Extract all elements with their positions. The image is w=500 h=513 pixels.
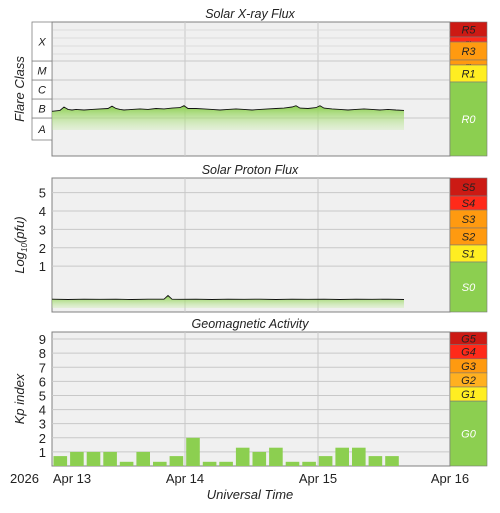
kp-bar <box>70 451 84 466</box>
kp-bar <box>318 456 333 466</box>
time-tick-label: Apr 15 <box>299 471 337 486</box>
time-axis-label: Universal Time <box>207 487 294 502</box>
kp-bar <box>219 461 233 466</box>
xray-flux-fill <box>52 105 404 130</box>
solar-radiation-scale: S5 S4 S3 S2 S1 S0 <box>449 177 488 313</box>
kp-bar <box>302 461 316 466</box>
proton-flux-fill <box>52 295 404 308</box>
kp-gridlines <box>52 332 450 466</box>
kp-bar <box>53 456 68 466</box>
proton-title: Solar Proton Flux <box>202 163 299 177</box>
scale-label: S5 <box>462 182 476 194</box>
scale-label: S2 <box>462 232 475 244</box>
kp-title: Geomagnetic Activity <box>192 317 310 331</box>
time-axis: 2026 Apr 13 Apr 14 Apr 15 Apr 16 Universal … <box>10 471 469 502</box>
scale-label: R3 <box>461 46 476 58</box>
class-label: B <box>38 104 45 116</box>
kp-bar <box>103 451 117 466</box>
y-tick-label: 2 <box>39 431 46 446</box>
scale-band <box>449 81 488 157</box>
scale-label: S0 <box>462 282 476 294</box>
kp-bar <box>202 461 217 466</box>
time-tick-labels: Apr 13 Apr 14 Apr 15 Apr 16 <box>53 471 469 486</box>
kp-bar <box>285 461 300 466</box>
proton-gridlines <box>52 178 450 312</box>
radio-blackout-scale: R5R4R3R2R1R0 <box>449 21 488 157</box>
y-tick-label: 8 <box>39 346 46 361</box>
class-label: X <box>37 37 46 49</box>
scale-band <box>449 261 488 313</box>
year-label: 2026 <box>10 471 39 486</box>
kp-bar <box>186 437 200 466</box>
kp-bar <box>169 456 184 466</box>
kp-bar <box>153 461 167 466</box>
scale-label: R0 <box>461 114 476 126</box>
scale-label: G4 <box>461 347 476 359</box>
xray-title: Solar X-ray Flux <box>205 7 295 21</box>
y-tick-label: 3 <box>39 417 46 432</box>
xray-flux-series <box>51 105 405 130</box>
kp-bar <box>335 447 349 466</box>
xray-ylabel: Flare Class <box>12 56 27 122</box>
proton-ylabel: Log10(pfu) <box>12 216 29 273</box>
y-tick-label: 4 <box>39 204 46 219</box>
y-tick-label: 5 <box>39 388 46 403</box>
kp-bar <box>136 451 150 466</box>
geomagnetic-storm-scale: G5 G4 G3 G2 G1 G0 <box>449 331 488 467</box>
scale-label: G0 <box>461 429 477 441</box>
scale-label: R5 <box>461 25 476 37</box>
y-tick-label: 5 <box>39 186 46 201</box>
y-tick-label: 3 <box>39 222 46 237</box>
y-tick-label: 7 <box>39 360 46 375</box>
kp-bar <box>352 447 366 466</box>
kp-plot-area <box>51 331 451 467</box>
scale-label: G1 <box>461 389 476 401</box>
kp-bar <box>385 456 399 466</box>
xray-flux-line <box>51 105 405 112</box>
y-tick-label: 2 <box>39 241 46 256</box>
scale-label: R1 <box>461 69 475 81</box>
kp-bar <box>119 461 134 466</box>
class-label: M <box>37 66 47 78</box>
scale-label: G3 <box>461 361 477 373</box>
kp-bar <box>252 451 267 466</box>
class-label: A <box>37 124 45 136</box>
scale-label: S1 <box>462 249 475 261</box>
y-tick-label: 1 <box>39 259 46 274</box>
scale-label: S4 <box>462 198 475 210</box>
proton-flux-series <box>51 294 405 308</box>
class-label: C <box>38 85 46 97</box>
kp-ylabel: Kp index <box>12 373 27 424</box>
y-tick-label: 6 <box>39 374 46 389</box>
time-tick-label: Apr 14 <box>166 471 204 486</box>
scale-label: G2 <box>461 375 476 387</box>
proton-panel: Solar Proton Flux 1 2 3 4 5 S5 S4 S3 S2 S1 S0 Log… <box>12 163 488 313</box>
time-tick-label: Apr 13 <box>53 471 91 486</box>
xray-plot-area <box>51 21 451 157</box>
class-box <box>31 21 53 62</box>
time-tick-label: Apr 16 <box>431 471 469 486</box>
proton-plot-area <box>51 177 451 313</box>
kp-bar <box>269 447 283 466</box>
kp-bars <box>53 437 399 466</box>
y-tick-label: 4 <box>39 403 46 418</box>
proton-flux-line <box>51 294 405 300</box>
scale-label: G5 <box>461 333 477 345</box>
kp-bar <box>86 451 101 466</box>
scale-label: S3 <box>462 214 476 226</box>
y-tick-label: 9 <box>39 332 46 347</box>
scale-band <box>449 400 488 467</box>
y-tick-label: 1 <box>39 445 46 460</box>
kp-bar <box>235 447 250 466</box>
kp-bar <box>368 456 383 466</box>
proton-y-ticks: 1 2 3 4 5 <box>39 186 46 274</box>
